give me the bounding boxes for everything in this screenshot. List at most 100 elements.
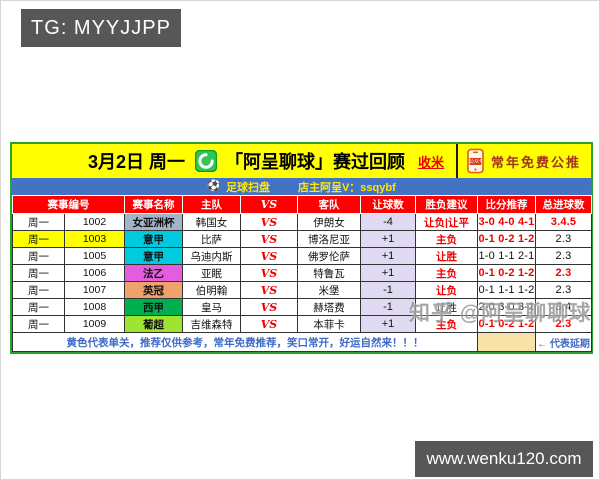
away-team-cell: 特鲁瓦 — [297, 264, 361, 282]
day-cell: 周一 — [12, 230, 65, 248]
advice-cell: 让胜 — [415, 247, 478, 265]
table-row: 周一 1007 英冠 伯明翰 VS 米堡 -1 让负 0-1 1-1 1-2 2… — [12, 281, 592, 299]
match-no-cell: 1002 — [64, 213, 125, 231]
score-pred-cell: 1-0 1-1 2-1 — [477, 247, 536, 265]
advice-cell: 让负 — [415, 281, 478, 299]
total-goals-cell: 2.3 — [535, 230, 592, 248]
day-cell: 周一 — [12, 281, 65, 299]
table-row: 周一 1008 西甲 皇马 VS 赫塔费 -1 让胜 2-0 3-0 3-1 3… — [12, 298, 592, 316]
header-home: 主队 — [182, 195, 241, 214]
home-team-cell: 亚眠 — [182, 264, 241, 282]
match-no-cell: 1006 — [64, 264, 125, 282]
promo-label: 常年免费公推 — [490, 155, 581, 171]
away-team-cell: 博洛尼亚 — [297, 230, 361, 248]
away-team-cell: 本菲卡 — [297, 315, 361, 333]
green-swirl-logo-icon — [195, 150, 218, 172]
total-goals-cell: 3.4 — [535, 298, 592, 316]
handicap-cell: -4 — [360, 213, 416, 231]
match-rows: 周一 1002 女亚洲杯 韩国女 VS 伊朗女 -4 让负|让平 3-0 4-0… — [12, 213, 592, 333]
handicap-cell: +1 — [360, 230, 416, 248]
match-recap-board: 3月2日 周一 「阿呈聊球」赛过回顾 收米 公众号 常年免费公推 — [10, 142, 593, 354]
match-no-cell: 1007 — [64, 281, 125, 299]
title-bar: 3月2日 周一 「阿呈聊球」赛过回顾 收米 公众号 常年免费公推 — [12, 144, 591, 178]
header-away: 客队 — [297, 195, 361, 214]
footer-note: 黄色代表单关，推荐仅供参考，常年免费推荐，笑口常开，好运自然来！！！ — [12, 332, 478, 352]
telegram-badge: TG: MYYJJPP — [21, 9, 181, 47]
home-team-cell: 韩国女 — [182, 213, 241, 231]
handicap-cell: +1 — [360, 264, 416, 282]
collect-label: 收米 — [417, 154, 444, 170]
title-divider — [455, 144, 458, 178]
footer-highlight-cell — [477, 332, 536, 352]
table-footer: 黄色代表单关，推荐仅供参考，常年免费推荐，笑口常开，好运自然来！！！ ← 代表延… — [12, 332, 592, 352]
day-cell: 周一 — [12, 247, 65, 265]
score-pred-cell: 3-0 4-0 4-1 — [477, 213, 536, 231]
vs-label: VS — [240, 298, 298, 316]
home-team-cell: 吉维森特 — [182, 315, 241, 333]
away-team-cell: 赫塔费 — [297, 298, 361, 316]
score-pred-cell: 0-1 0-2 1-2 — [477, 230, 536, 248]
day-cell: 周一 — [12, 298, 65, 316]
handicap-cell: -1 — [360, 281, 416, 299]
advice-cell: 主负 — [415, 315, 478, 333]
advice-cell: 主负 — [415, 230, 478, 248]
table-row: 周一 1005 意甲 乌迪内斯 VS 佛罗伦萨 +1 让胜 1-0 1-1 2-… — [12, 247, 592, 265]
header-score-pred: 比分推荐 — [477, 195, 536, 214]
handicap-cell: +1 — [360, 247, 416, 265]
vs-label: VS — [240, 230, 298, 248]
total-goals-cell: 2.3 — [535, 315, 592, 333]
vs-label: VS — [240, 264, 298, 282]
table-row: 周一 1009 葡超 吉维森特 VS 本菲卡 +1 主负 0-1 0-2 1-2… — [12, 315, 592, 333]
handicap-cell: +1 — [360, 315, 416, 333]
league-cell: 法乙 — [124, 264, 183, 282]
score-pred-cell: 0-1 1-1 1-2 — [477, 281, 536, 299]
score-pred-cell: 0-1 0-2 1-2 — [477, 315, 536, 333]
table-row: 周一 1002 女亚洲杯 韩国女 VS 伊朗女 -4 让负|让平 3-0 4-0… — [12, 213, 592, 231]
advice-cell: 主负 — [415, 264, 478, 282]
header-match-no: 赛事编号 — [12, 195, 125, 214]
league-cell: 意甲 — [124, 230, 183, 248]
match-no-cell: 1008 — [64, 298, 125, 316]
subtitle-left: 足球扫盘 — [225, 181, 270, 194]
total-goals-cell: 2.3 — [535, 281, 592, 299]
score-pred-cell: 2-0 3-0 3-1 — [477, 298, 536, 316]
subtitle-right: 店主阿呈V：ssqybf — [297, 181, 396, 194]
total-goals-cell: 3.4.5 — [535, 213, 592, 231]
handicap-cell: -1 — [360, 298, 416, 316]
home-team-cell: 乌迪内斯 — [182, 247, 241, 265]
header-handicap: 让球数 — [360, 195, 416, 214]
match-no-cell: 1003 — [64, 230, 125, 248]
table-row: 周一 1006 法乙 亚眠 VS 特鲁瓦 +1 主负 0-1 0-2 1-2 2… — [12, 264, 592, 282]
away-team-cell: 伊朗女 — [297, 213, 361, 231]
away-team-cell: 米堡 — [297, 281, 361, 299]
header-advice: 胜负建议 — [415, 195, 478, 214]
advice-cell: 让负|让平 — [415, 213, 478, 231]
league-cell: 西甲 — [124, 298, 183, 316]
match-table: 赛事编号 赛事名称 主队 VS 客队 让球数 胜负建议 比分推荐 总进球数 周一… — [12, 195, 592, 352]
score-pred-cell: 0-1 0-2 1-2 — [477, 264, 536, 282]
vs-label: VS — [240, 315, 298, 333]
official-account-icon: 公众号 — [467, 148, 484, 174]
website-badge: www.wenku120.com — [415, 441, 593, 477]
match-no-cell: 1005 — [64, 247, 125, 265]
vs-label: VS — [240, 247, 298, 265]
day-cell: 周一 — [12, 213, 65, 231]
table-header: 赛事编号 赛事名称 主队 VS 客队 让球数 胜负建议 比分推荐 总进球数 — [12, 195, 592, 214]
day-cell: 周一 — [12, 315, 65, 333]
header-league: 赛事名称 — [124, 195, 183, 214]
vs-label: VS — [240, 281, 298, 299]
soccer-ball-icon: ⚽ — [207, 180, 221, 192]
advice-cell: 让胜 — [415, 298, 478, 316]
page-title: 「阿呈聊球」赛过回顾 — [225, 152, 406, 172]
match-no-cell: 1009 — [64, 315, 125, 333]
footer-delay-note: ← 代表延期 — [535, 332, 592, 352]
league-cell: 意甲 — [124, 247, 183, 265]
header-vs: VS — [240, 195, 298, 214]
away-team-cell: 佛罗伦萨 — [297, 247, 361, 265]
league-cell: 女亚洲杯 — [124, 213, 183, 231]
total-goals-cell: 2.3 — [535, 247, 592, 265]
header-total-goals: 总进球数 — [535, 195, 592, 214]
league-cell: 葡超 — [124, 315, 183, 333]
subtitle-bar: ⚽ 足球扫盘 店主阿呈V：ssqybf — [12, 178, 591, 195]
